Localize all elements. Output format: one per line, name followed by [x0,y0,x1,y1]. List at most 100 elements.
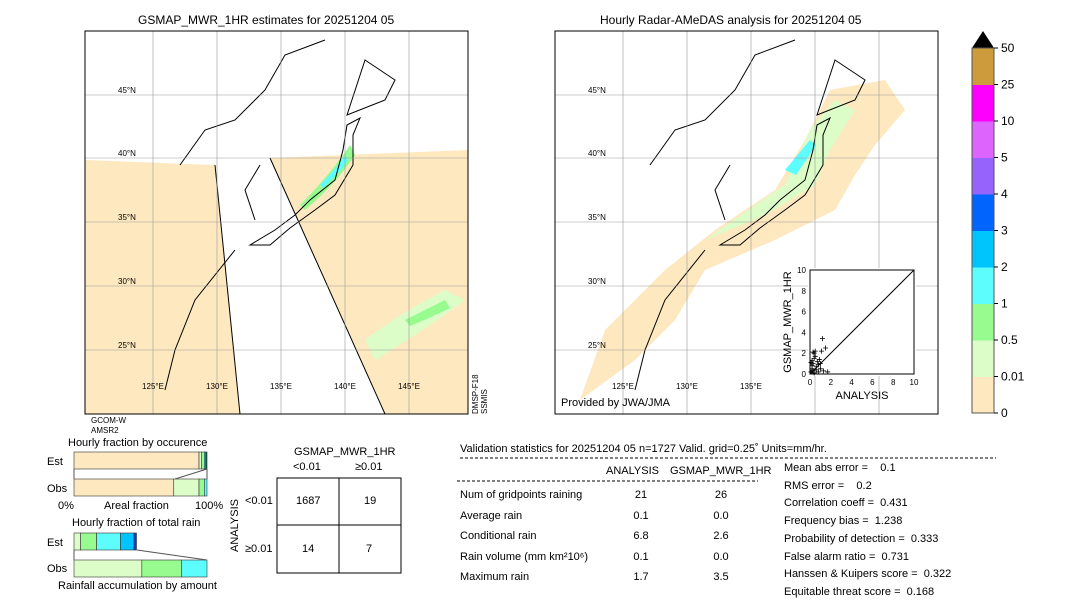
scatter-point [817,361,823,367]
contingency-row-0: <0.01 [245,495,273,507]
colorbar-label: 0.5 [1001,333,1018,347]
stats-col-analysis: ANALYSIS [606,465,659,477]
coastline [164,39,396,391]
colorbar-label: 2 [1001,260,1008,274]
score-line: False alarm ratio = 0.731 [784,550,910,563]
lon-label: 145°E [398,382,420,391]
occ-tick-100: 100% [195,500,224,512]
colorbar-segment [972,121,994,158]
rain-title: Hourly fraction of total rain [72,517,201,529]
occ-obs-label: Obs [47,483,68,495]
scatter-xtick: 10 [910,378,919,387]
scatter-point [818,348,824,354]
contingency-col-1: ≥0.01 [355,461,383,473]
lon-label: 135°E [270,382,292,391]
scatter-point [812,348,818,354]
scatter-ytick: 10 [797,266,806,275]
scatter-ytick: 8 [802,287,807,296]
side-sensor-label: DMSP-F18 SSMIS [471,374,489,414]
rain-area [320,155,348,188]
stats-g: 2.6 [713,530,729,542]
scatter-xtick: 4 [849,378,854,387]
stats-g: 3.5 [713,571,729,583]
stats-label: Rain volume (mm km²10⁶) [460,550,588,563]
scatter-point [819,336,825,342]
lat-label: 35°N [118,213,136,222]
lon-label: 140°E [334,382,356,391]
rain-area [785,140,816,175]
stats-a: 6.8 [633,530,649,542]
rain-bar-segment [96,532,121,551]
scatter-diagonal [809,269,915,375]
lat-label: 25°N [588,341,606,350]
occurrence-bar-segment [201,451,205,470]
occurrence-title: Hourly fraction by occurence [68,437,208,449]
scatter-point [808,360,814,366]
lon-label: 125°E [142,382,164,391]
rain-bar-segment [73,559,143,578]
rain-bar-segment [133,532,137,551]
coastline [634,39,866,391]
scatter-ytick: 2 [802,349,807,358]
score-line: Frequency bias = 1.238 [784,515,903,528]
scatter-ytick: 6 [802,308,807,317]
scatter-point [810,368,816,374]
scatter-xtick: 0 [808,378,813,387]
scatter-point [821,368,827,374]
cell-11: 7 [366,543,373,555]
swath-east [270,150,468,414]
scatter-xlabel: ANALYSIS [836,390,889,402]
colorbar-label: 0.01 [1001,370,1025,384]
colorbar-segment [972,303,994,341]
lat-label: 40°N [118,149,136,158]
lat-label: 30°N [588,277,606,286]
stats-g: 0.0 [713,509,729,522]
lon-label: 130°E [676,382,698,391]
scatter-point [823,345,829,351]
cell-10: 14 [302,543,315,555]
scatter-xtick: 6 [870,378,875,387]
score-line: Mean abs error = 0.1 [784,462,896,474]
scatter-point [814,359,820,365]
colorbar-label: 1 [1001,297,1008,311]
lat-label: 45°N [588,86,606,95]
rain-bar-segment [73,532,81,551]
rain-bar-segment [141,559,183,578]
stats-label: Average rain [460,509,523,522]
occurrence-bar-segment [73,478,175,497]
contingency-title: GSMAP_MWR_1HR [294,446,396,458]
occurrence-bar-segment [204,478,208,497]
rain-area [405,300,450,326]
stats-header: Validation statistics for 20251204 05 n=… [460,443,827,455]
stats-a: 0.1 [633,550,649,563]
occurrence-bar-segment [173,478,200,497]
rain-est-label: Est [47,537,63,549]
scatter-point [810,361,816,367]
contingency-row-title: ANALYSIS [229,499,241,552]
rain-bar-segment [120,532,135,551]
scatter-point [811,370,817,376]
rain-xlabel: Rainfall accumulation by amount [58,580,217,592]
lon-label: 125°E [612,382,634,391]
scatter-point [808,369,814,375]
rain-obs-label: Obs [47,563,68,575]
stats-g: 26 [714,489,728,501]
colorbar-label: 25 [1001,78,1015,92]
scatter-ylabel: GSMAP_MWR_1HR [782,271,794,373]
lat-label: 25°N [118,341,136,350]
occ-xlabel: Areal fraction [104,500,169,512]
swath-west [85,160,240,414]
cell-00: 1687 [296,495,321,507]
score-line: Equitable threat score = 0.168 [784,585,935,598]
scatter-frame [809,269,915,375]
occ-est-label: Est [47,456,63,468]
colorbar-segment [972,267,994,304]
cell-01: 19 [364,495,377,507]
colorbar-segment [972,84,994,122]
colorbar-segment [972,340,994,377]
stats-a: 21 [634,489,648,501]
occurrence-bar-segment [198,478,205,497]
credit-label: Provided by JWA/JMA [561,397,671,409]
scatter-point [811,355,817,361]
